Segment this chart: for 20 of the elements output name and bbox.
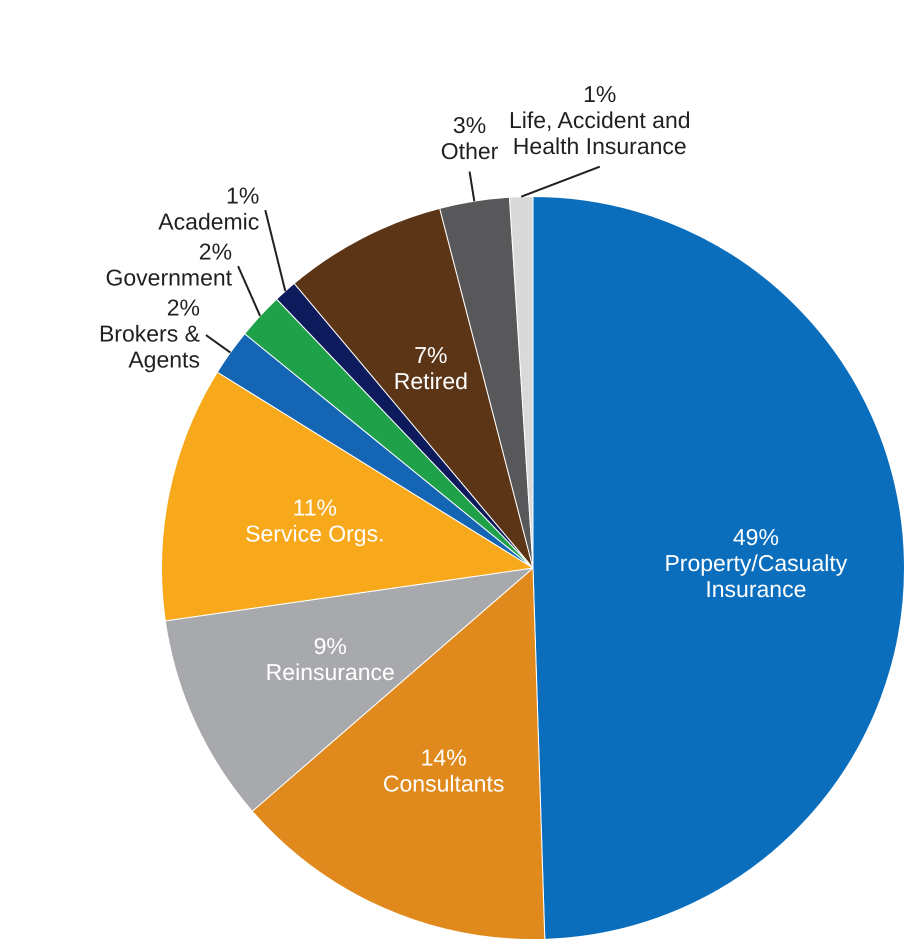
data-label: 1% (583, 81, 616, 108)
data-label: 1% (226, 182, 260, 208)
data-label: 11% (292, 494, 337, 521)
slice-label: Consultants (382, 770, 504, 797)
data-label: 14% (420, 744, 467, 771)
slice-label: Academic (158, 208, 260, 234)
data-label: 7% (414, 342, 448, 368)
data-label: 2% (198, 238, 232, 264)
slice-label: Reinsurance (266, 658, 395, 685)
slice-label: Retired (394, 368, 468, 394)
data-label: 2% (166, 294, 200, 320)
slice-label: Property/Casualty Insurance (664, 550, 848, 602)
data-label: 49% (732, 524, 779, 550)
slice-label: Other (440, 138, 499, 164)
slice-label: Government (106, 264, 233, 290)
slice-label: Life, Accident and Health Insurance (508, 107, 691, 160)
data-label: 3% (452, 112, 486, 138)
slice-label: Service Orgs. (245, 520, 384, 547)
data-label: 9% (314, 632, 347, 659)
slice-label: Brokers & Agents (98, 320, 200, 372)
